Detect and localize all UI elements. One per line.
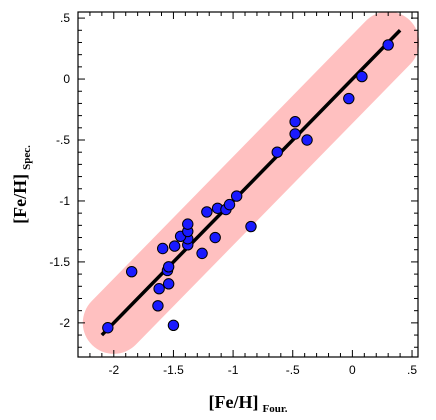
points-layer <box>102 39 394 334</box>
x-tick-label: .5 <box>407 363 417 377</box>
x-tick-label: -1.5 <box>163 363 184 377</box>
data-point-9 <box>157 242 169 255</box>
data-point-17 <box>182 218 194 230</box>
data-point-22 <box>223 198 236 211</box>
data-point-30 <box>382 39 394 51</box>
x-tick-label: -.5 <box>286 363 300 377</box>
data-point-11 <box>196 247 208 260</box>
data-point-24 <box>271 146 283 158</box>
x-axis-title-main: [Fe/H] <box>209 392 259 412</box>
x-axis-title-sub: Four. <box>263 403 288 415</box>
data-point-16 <box>209 231 221 244</box>
y-tick-label: -1.5 <box>49 255 70 269</box>
data-point-1 <box>102 322 114 334</box>
data-point-19 <box>201 206 213 218</box>
x-tick-label: -2 <box>108 363 119 377</box>
data-point-28 <box>343 92 355 105</box>
data-point-5 <box>162 278 175 290</box>
plot-frame <box>77 11 419 358</box>
ticks-layer: -2 -1.5 -1 -.5 0 .5 -2 -1.5 -1 -.5 0 .5 <box>49 11 418 377</box>
data-point-23 <box>230 190 243 202</box>
fit-line <box>100 29 402 337</box>
data-point-18 <box>245 220 257 233</box>
data-point-25 <box>301 134 313 146</box>
y-tick-label: 0 <box>63 72 70 86</box>
y-axis-title-main: [Fe/H] <box>10 174 30 224</box>
y-tick-label: .5 <box>60 11 70 25</box>
x-tick-label: -1 <box>228 363 239 377</box>
data-point-26 <box>289 128 301 140</box>
data-point-6 <box>125 265 138 278</box>
data-point-27 <box>289 116 301 128</box>
data-point-8 <box>162 261 175 273</box>
y-axis-title-sub: Spec. <box>21 145 33 170</box>
x-axis-title: [Fe/H] Four. <box>209 392 288 415</box>
y-tick-label: -2 <box>59 316 70 330</box>
y-tick-label: -.5 <box>56 133 70 147</box>
y-axis-title: [Fe/H] Spec. <box>10 145 33 224</box>
data-point-3 <box>152 300 164 312</box>
data-point-29 <box>356 70 368 83</box>
y-tick-label: -1 <box>59 194 70 208</box>
fit-line-layer <box>100 29 402 337</box>
data-point-2 <box>167 319 180 332</box>
data-point-10 <box>168 240 181 252</box>
x-tick-label: 0 <box>349 363 356 377</box>
data-point-4 <box>153 283 165 295</box>
